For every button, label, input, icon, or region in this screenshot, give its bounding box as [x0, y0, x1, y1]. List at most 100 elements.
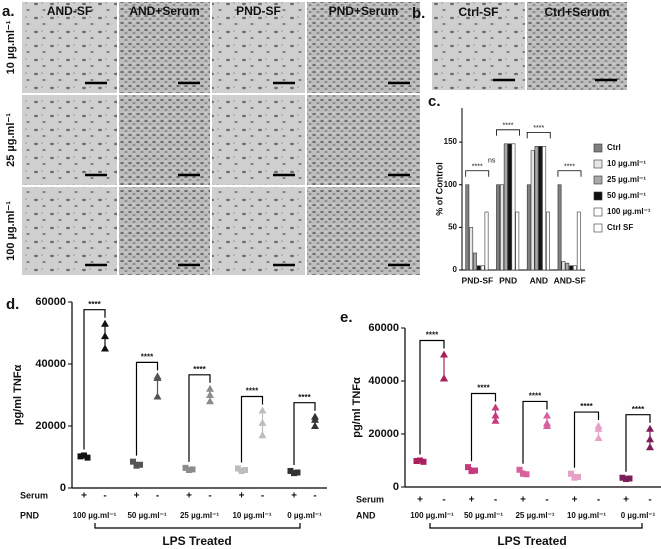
serum-sign: - — [208, 491, 211, 502]
bar — [499, 184, 504, 271]
micrograph — [212, 187, 305, 275]
y-tick-label: 0 — [393, 481, 399, 493]
panel-label: e. — [340, 309, 353, 326]
y-axis-label: pg/ml TNFα — [12, 365, 24, 426]
row-label: 10 µg.ml⁻¹ — [5, 20, 17, 74]
row-label: AND — [356, 510, 376, 520]
row-label: 25 µg.ml⁻¹ — [5, 113, 17, 167]
bar — [469, 227, 474, 271]
y-tick-label: 20000 — [368, 428, 399, 440]
row-label: PND — [20, 510, 40, 520]
significance-bracket — [496, 129, 520, 136]
data-point — [206, 391, 214, 398]
y-tick-label: 20000 — [35, 420, 66, 432]
data-point — [623, 476, 629, 483]
significance-bracket — [470, 392, 497, 462]
legend-label: 10 µg.ml⁻¹ — [607, 159, 646, 168]
data-point — [130, 458, 136, 465]
data-point — [186, 467, 192, 474]
micrograph — [212, 2, 305, 93]
group-label: 0 µg.ml⁻¹ — [621, 511, 656, 520]
data-point — [420, 458, 427, 465]
data-point — [543, 411, 551, 419]
serum-sign: - — [648, 495, 651, 506]
significance-label: **** — [246, 387, 259, 396]
serum-sign: - — [494, 495, 497, 506]
bar — [542, 146, 547, 271]
data-point — [291, 470, 297, 477]
bar — [473, 252, 477, 271]
data-point — [491, 411, 500, 419]
data-point — [153, 392, 162, 400]
group-label: 50 µg.ml⁻¹ — [464, 511, 503, 520]
bar — [546, 211, 550, 271]
legend-label: Ctrl — [607, 143, 621, 152]
data-point — [594, 424, 603, 432]
y-tick-label: 100 — [444, 180, 458, 189]
data-point — [594, 433, 603, 441]
serum-sign: + — [186, 491, 192, 502]
significance-bracket — [526, 131, 551, 139]
data-point — [258, 431, 267, 439]
data-point — [626, 475, 633, 482]
bar — [480, 265, 485, 271]
significance-label: **** — [472, 164, 483, 171]
column-label: PND+Serum — [329, 4, 399, 18]
column-label: Ctrl+Serum — [544, 5, 609, 19]
significance-label: **** — [477, 384, 490, 393]
legend-label: Ctrl SF — [607, 223, 633, 232]
data-point — [468, 468, 475, 475]
y-tick-label: 40000 — [35, 358, 66, 370]
data-point — [258, 406, 267, 414]
data-point — [568, 470, 574, 477]
data-point — [238, 467, 245, 474]
legend-swatch — [593, 175, 603, 185]
bar — [534, 146, 539, 271]
bar — [507, 143, 512, 271]
column-label: PND-SF — [236, 4, 281, 18]
data-point — [575, 473, 581, 480]
bar — [565, 262, 570, 271]
micrograph — [307, 95, 420, 185]
significance-label: **** — [503, 123, 514, 130]
group-label: 50 µg.ml⁻¹ — [127, 511, 166, 520]
serum-sign: + — [134, 491, 140, 502]
significance-bracket — [293, 402, 316, 465]
significance-bracket — [83, 309, 106, 450]
serum-sign: - — [545, 495, 548, 506]
micrograph — [527, 2, 627, 90]
data-point — [182, 464, 189, 471]
y-axis-label: pg/ml TNFα — [351, 377, 363, 438]
footer-label: LPS Treated — [497, 534, 566, 548]
data-point — [516, 466, 523, 473]
significance-label: **** — [193, 365, 206, 374]
group-label: 25 µg.ml⁻¹ — [180, 511, 219, 520]
y-tick-label: 0 — [60, 482, 66, 494]
legend-swatch — [593, 191, 603, 201]
serum-sign: - — [156, 491, 159, 502]
data-point — [206, 384, 214, 392]
micrograph — [22, 2, 117, 93]
bar — [569, 265, 574, 271]
micrograph — [119, 95, 210, 185]
data-point — [523, 471, 530, 478]
data-point — [235, 465, 241, 472]
significance-label: **** — [88, 300, 101, 309]
treatment-bracket — [429, 523, 643, 529]
bar — [511, 143, 516, 271]
serum-sign: + — [239, 491, 245, 502]
data-point — [81, 452, 87, 459]
significance-label: **** — [426, 331, 439, 340]
bar — [515, 211, 520, 271]
bar — [476, 265, 481, 271]
data-point — [101, 319, 109, 327]
column-label: AND+Serum — [129, 4, 199, 18]
significance-label: **** — [298, 393, 311, 402]
bar — [496, 184, 500, 271]
bar — [561, 261, 566, 271]
significance-bracket — [240, 395, 264, 463]
legend-label: 50 µg.ml⁻¹ — [607, 191, 646, 200]
serum-sign: + — [469, 495, 475, 506]
serum-sign: + — [623, 495, 629, 506]
group-label: 100 µg.ml⁻¹ — [410, 511, 454, 520]
